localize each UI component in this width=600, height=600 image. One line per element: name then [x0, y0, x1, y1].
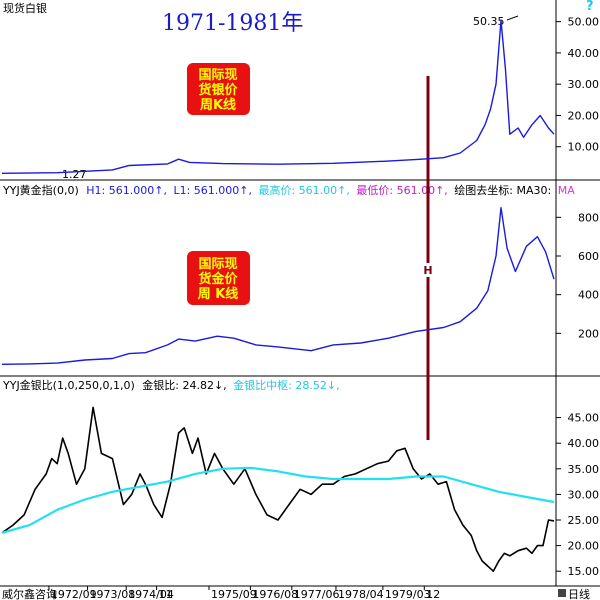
gold-header-low: 最低价: 561.00↑,: [356, 184, 447, 197]
x-tick-label: 1978/04: [338, 588, 384, 600]
y-tick-label: 200: [578, 327, 599, 340]
question-mark[interactable]: ?: [586, 0, 594, 14]
gold-badge: [187, 251, 250, 305]
silver-badge-line-1: 国际现: [198, 68, 237, 83]
x-tick-label: 1979/03: [385, 588, 431, 600]
footer-left-label: 威尔鑫咨询: [2, 587, 57, 600]
gold-header-name: YYJ黄金指(0,0): [2, 183, 79, 197]
y-tick-label: 45.00: [568, 412, 600, 425]
y-tick-label: 40.00: [568, 437, 600, 450]
x-tick-label: 1972/09: [51, 588, 97, 600]
marker-h-box: [421, 263, 435, 277]
y-tick-label: 10.00: [568, 141, 600, 154]
header-left: 现货白银: [3, 1, 47, 15]
y-tick-label: 30.00: [568, 78, 600, 91]
footer-right-label[interactable]: 日线: [568, 587, 590, 600]
y-tick-label: 20.00: [568, 540, 600, 553]
gold-header: YYJ黄金指(0,0) H1: 561.000↑, L1: 561.000↑, …: [2, 183, 575, 197]
calendar-icon[interactable]: [558, 589, 566, 597]
x-tick-label: 1976/08: [252, 588, 298, 600]
y-tick-label: 400: [578, 289, 599, 302]
x-tick-label: 1974/04: [128, 588, 174, 600]
gold-header-ma-tail: MA: [558, 184, 575, 197]
gold-badge-line-1: 国际现: [198, 257, 237, 272]
silver-peak-arrow: [506, 15, 519, 21]
silver-badge-line-3: 周K线: [200, 97, 236, 113]
x-tick-label: 1973/08: [90, 588, 136, 600]
chart-title: 1971-1981年: [162, 11, 303, 36]
gold-badge-line-3: 周 K线: [198, 286, 239, 302]
y-tick-label: 25.00: [568, 514, 600, 527]
y-tick-label: 40.00: [568, 47, 600, 60]
y-tick-label: 600: [578, 250, 599, 263]
gold-header-h1: H1: 561.000↑,: [86, 184, 167, 197]
ratio-header: YYJ金银比(1,0,250,0,1,0) 金银比: 24.82↓, 金银比中枢…: [2, 378, 340, 392]
ratio-header-name: YYJ金银比(1,0,250,0,1,0): [2, 378, 135, 392]
x-tick-label: 11: [159, 588, 173, 600]
silver-badge: [187, 63, 250, 115]
gold-badge-line-2: 货金价: [198, 271, 238, 287]
silver-badge-line-2: 货银价: [198, 82, 238, 98]
y-tick-label: 35.00: [568, 463, 600, 476]
gold-header-l1: L1: 561.000↑,: [173, 184, 252, 197]
ratio-header-mid: 金银比中枢: 28.52↓,: [233, 378, 339, 392]
x-tick-label: 1975/09: [211, 588, 257, 600]
gold-header-ma: 绘图去坐标: MA30:: [454, 183, 551, 197]
marker-h: H: [423, 264, 432, 277]
ratio-ma-line: [1, 466, 555, 534]
footer-bg: [0, 587, 600, 600]
y-tick-label: 50.00: [568, 16, 600, 29]
silver-low-label: 1.27: [62, 168, 87, 181]
gold-price-line: [1, 206, 555, 365]
y-tick-label: 20.00: [568, 109, 600, 122]
silver-peak-label: 50.35: [473, 15, 505, 28]
gold-header-high: 最高价: 561.00↑,: [258, 183, 349, 197]
y-tick-label: 30.00: [568, 488, 600, 501]
y-tick-label: 800: [578, 211, 599, 224]
ratio-header-value: 金银比: 24.82↓,: [142, 378, 226, 392]
x-tick-label: 1977/06: [294, 588, 340, 600]
silver-price-line: [1, 19, 555, 174]
x-tick-label: 12: [426, 588, 440, 600]
y-tick-label: 15.00: [568, 565, 600, 578]
gold-silver-ratio-line: [1, 406, 555, 573]
